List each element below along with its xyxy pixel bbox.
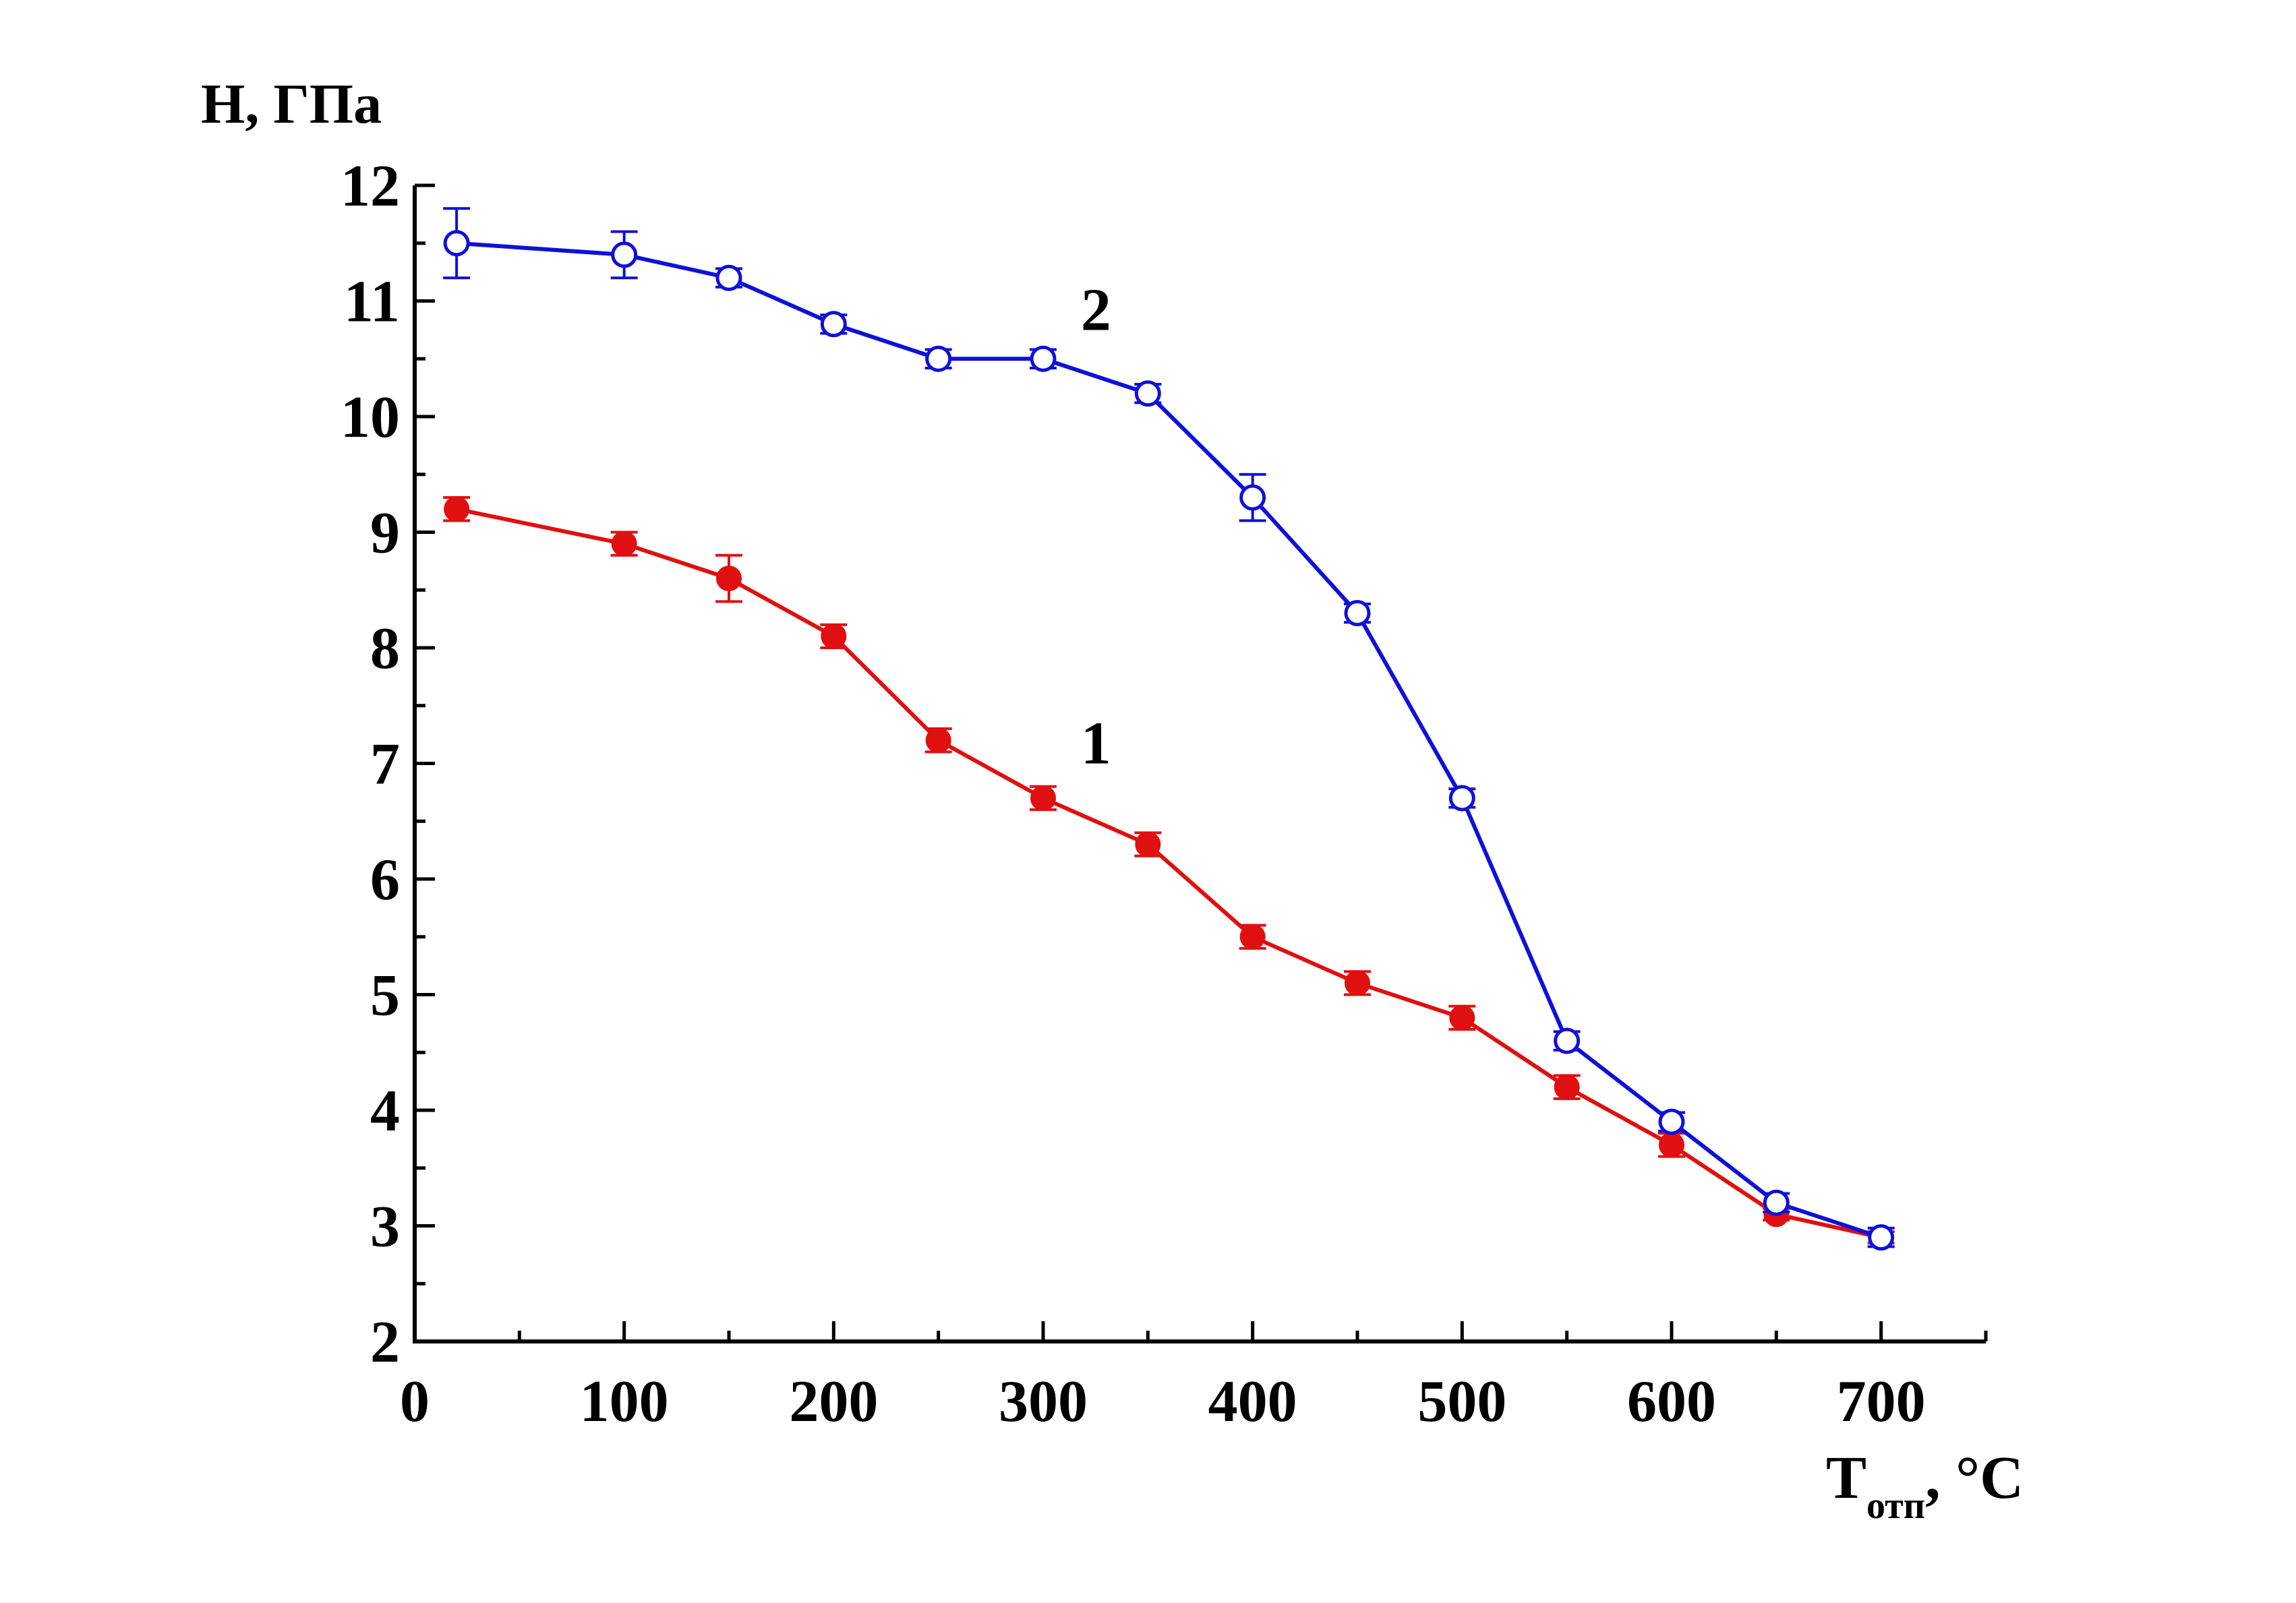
- series-1: [443, 496, 1895, 1250]
- x-axis-label-unit: , °C: [1925, 1445, 2024, 1511]
- data-point: [1554, 1074, 1580, 1100]
- y-tick-label: 4: [370, 1079, 400, 1144]
- y-tick-label: 12: [341, 154, 400, 219]
- data-point: [715, 264, 742, 291]
- x-axis-label: Tотп, °C: [1826, 1445, 2024, 1527]
- ticks: [413, 183, 1988, 1343]
- data-point: [716, 566, 742, 592]
- data-point: [1134, 380, 1161, 407]
- x-axis-label-subscript: отп: [1866, 1485, 1925, 1527]
- data-point: [1135, 831, 1161, 857]
- data-point: [1448, 785, 1475, 812]
- data-point: [820, 311, 847, 338]
- data-point: [1030, 785, 1056, 811]
- x-axis-label-main: T: [1826, 1445, 1866, 1511]
- data-point: [1449, 1004, 1475, 1031]
- y-axis-label: H, ГПа: [201, 73, 382, 135]
- x-tick-label: 0: [400, 1369, 430, 1434]
- data-point: [611, 241, 638, 268]
- y-tick-label: 2: [370, 1310, 400, 1375]
- data-point: [1030, 345, 1057, 372]
- x-tick-label: 400: [1208, 1369, 1297, 1434]
- series-layer: [443, 207, 1895, 1251]
- y-tick-label: 6: [370, 847, 400, 913]
- data-point: [1554, 1027, 1581, 1054]
- curve-label-2: 2: [1081, 276, 1111, 343]
- data-point: [1239, 484, 1266, 511]
- y-tick-label: 10: [341, 385, 400, 450]
- data-point: [925, 727, 951, 754]
- data-point: [1344, 600, 1371, 627]
- x-tick-label: 300: [999, 1369, 1088, 1434]
- data-point: [1868, 1224, 1895, 1251]
- data-point: [611, 531, 637, 557]
- series-2-line: [456, 241, 1882, 1240]
- y-tick-label: 9: [370, 501, 400, 566]
- series-2: [443, 207, 1895, 1251]
- data-point: [443, 230, 470, 257]
- x-tick-label: 700: [1837, 1369, 1926, 1434]
- series-1-line: [456, 507, 1882, 1240]
- data-point: [444, 496, 470, 522]
- data-point: [1239, 924, 1266, 950]
- data-point: [1658, 1108, 1685, 1135]
- labels-layer: H, ГПа Tотп, °C 0 100 200 300 400 500 600 700 2 3…: [201, 73, 2024, 1527]
- x-tick-label: 200: [789, 1369, 878, 1434]
- data-point: [1345, 970, 1370, 996]
- data-point: [1659, 1132, 1684, 1158]
- x-tick-label: 500: [1417, 1369, 1506, 1434]
- y-tick-label: 8: [370, 616, 400, 682]
- x-tick-label: 600: [1627, 1369, 1716, 1434]
- y-tick-label: 5: [370, 963, 400, 1029]
- data-point: [925, 345, 952, 372]
- data-point: [1763, 1189, 1790, 1216]
- x-tick-label: 100: [580, 1369, 669, 1434]
- axes: [413, 185, 1986, 1343]
- y-tick-label: 7: [370, 732, 400, 797]
- data-point: [821, 623, 847, 649]
- y-tick-label: 11: [344, 270, 400, 335]
- y-tick-label: 3: [370, 1194, 400, 1260]
- curve-label-1: 1: [1081, 710, 1111, 777]
